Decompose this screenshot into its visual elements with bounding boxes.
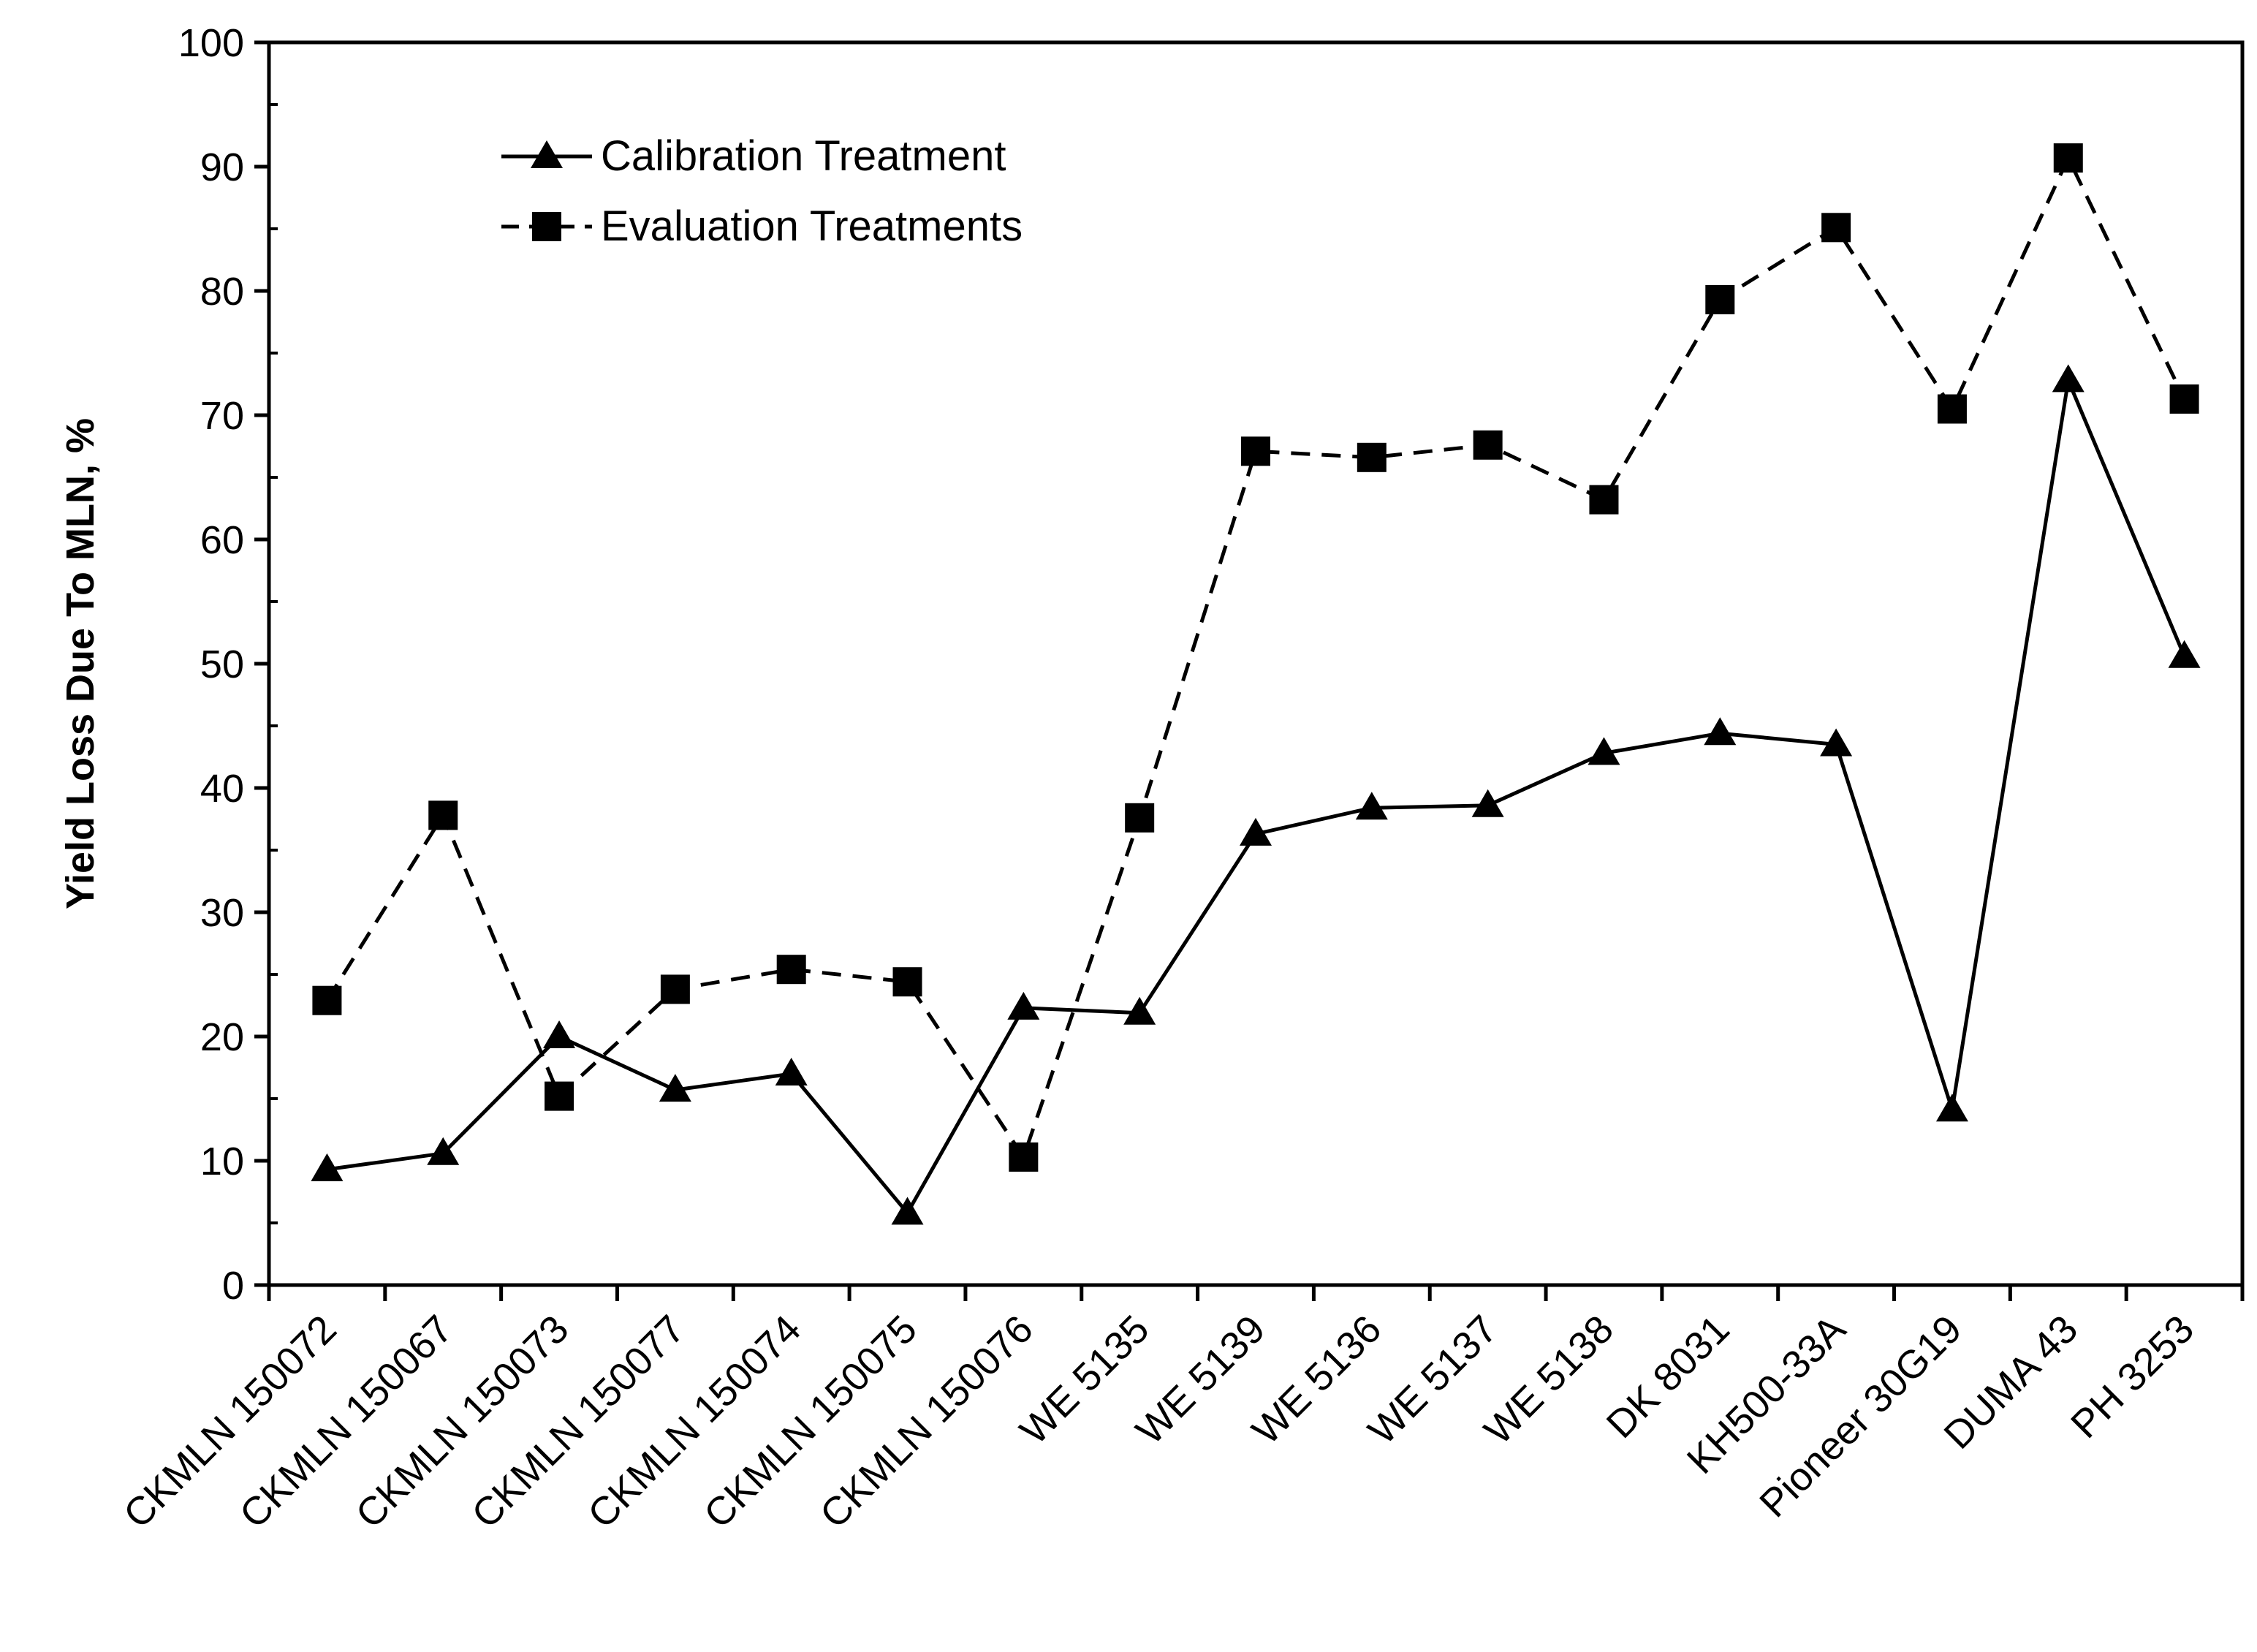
legend-marker	[532, 212, 561, 241]
legend: Calibration Treatment Evaluation Treatmen…	[501, 132, 1023, 250]
data-point	[1125, 803, 1155, 833]
data-point	[1704, 717, 1737, 746]
y-tick-label: 20	[200, 1015, 244, 1059]
legend-marker	[531, 140, 563, 168]
x-tick-label: WE 5139	[1128, 1307, 1273, 1452]
data-point	[1937, 394, 1967, 424]
data-point	[1123, 996, 1156, 1025]
x-tick-label: PH 3253	[2063, 1307, 2202, 1447]
data-point	[543, 1020, 576, 1048]
data-point	[311, 1153, 344, 1181]
data-point	[891, 1197, 924, 1225]
series-line	[325, 156, 2186, 1159]
x-tick-label: WE 5137	[1360, 1307, 1506, 1452]
x-tick-label: CKMLN 150075	[696, 1307, 925, 1537]
data-point	[892, 967, 922, 997]
data-point	[1820, 728, 1853, 757]
data-point	[1588, 737, 1620, 765]
data-point	[2168, 640, 2201, 668]
y-tick-label: 10	[200, 1140, 244, 1183]
x-tick-label: WE 5136	[1244, 1307, 1389, 1452]
data-point	[427, 1137, 460, 1165]
series-2	[312, 143, 2199, 1172]
data-point	[776, 955, 806, 985]
y-tick-label: 0	[222, 1264, 244, 1308]
y-tick-label: 70	[200, 394, 244, 438]
y-tick-label: 40	[200, 767, 244, 811]
legend-label: Evaluation Treatments	[601, 202, 1023, 250]
data-point	[1821, 213, 1851, 243]
y-tick-label: 30	[200, 891, 244, 935]
x-tick-label: CKMLN 150074	[580, 1307, 809, 1537]
data-point	[1357, 442, 1387, 472]
series-1	[311, 364, 2201, 1225]
data-point	[2052, 364, 2085, 393]
x-tick-label: WE 5138	[1476, 1307, 1621, 1452]
data-point	[312, 985, 342, 1015]
x-tick-label: CKMLN 150072	[115, 1307, 345, 1537]
data-point	[1705, 284, 1735, 314]
data-point	[1241, 436, 1270, 466]
data-point	[2053, 143, 2083, 173]
data-point	[1240, 817, 1272, 846]
y-tick-label: 80	[200, 270, 244, 314]
x-tick-label: CKMLN 150077	[463, 1307, 693, 1537]
data-point	[545, 1081, 574, 1111]
data-point	[1589, 485, 1619, 515]
legend-item: Evaluation Treatments	[501, 202, 1023, 250]
data-point	[775, 1058, 808, 1085]
y-tick-label: 50	[200, 643, 244, 686]
x-tick-label: Pioneer 30G19	[1751, 1307, 1970, 1526]
series-line	[327, 378, 2186, 1215]
data-point	[2169, 384, 2199, 414]
data-point	[428, 800, 458, 830]
data-point	[1355, 792, 1388, 820]
legend-label: Calibration Treatment	[601, 132, 1006, 180]
x-tick-label: CKMLN 150067	[232, 1307, 461, 1537]
data-point	[1471, 789, 1504, 817]
data-point	[1935, 1094, 1968, 1122]
x-tick-label: WE 5135	[1012, 1307, 1157, 1452]
legend-item: Calibration Treatment	[501, 132, 1006, 180]
data-point	[1009, 1142, 1039, 1172]
data-point	[1473, 430, 1503, 460]
y-axis: 0 10 20 30 40 50 60 70 80 90 100	[178, 21, 278, 1308]
y-axis-label: Yield Loss Due To MLN, %	[58, 418, 102, 909]
x-tick-label: CKMLN 150076	[812, 1307, 1042, 1537]
y-tick-label: 100	[178, 21, 244, 65]
data-point	[660, 974, 690, 1004]
series-layer	[311, 143, 2201, 1225]
data-point	[659, 1074, 691, 1102]
x-tick-label: CKMLN 150073	[347, 1307, 577, 1537]
data-point	[1007, 991, 1040, 1020]
y-tick-label: 90	[200, 145, 244, 189]
y-tick-label: 60	[200, 518, 244, 562]
